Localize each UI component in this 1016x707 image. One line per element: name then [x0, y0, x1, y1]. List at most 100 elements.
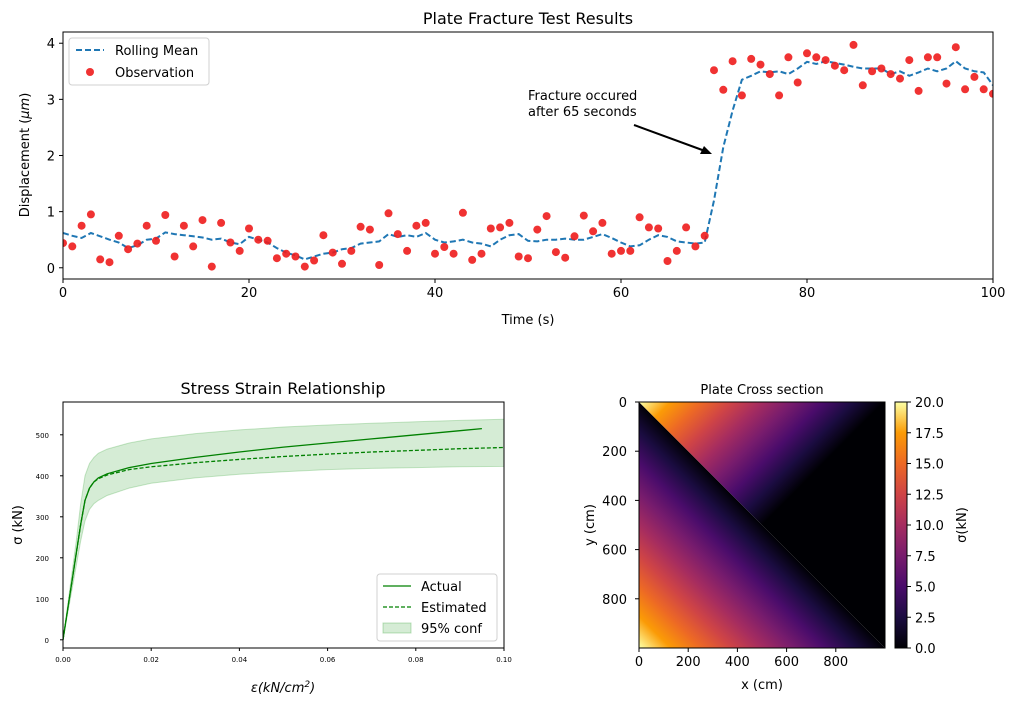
- observation-point: [152, 236, 160, 245]
- observation-point: [877, 64, 886, 73]
- observation-point: [635, 213, 644, 222]
- observation-point: [663, 257, 672, 265]
- observation-point: [691, 242, 700, 251]
- x-tick-label: 400: [725, 655, 750, 670]
- observation-point: [114, 231, 123, 240]
- colorbar-tick-label: 0.0: [915, 642, 936, 657]
- y-tick-label: 500: [36, 432, 49, 440]
- observation-point: [505, 218, 514, 227]
- x-tick-label: 800: [823, 655, 848, 670]
- observation-point: [170, 252, 179, 261]
- observation-point: [551, 248, 560, 257]
- x-axis-ticks: 0.00 0.02 0.04 0.06 0.08 0.10: [55, 648, 512, 664]
- observation-point: [161, 211, 170, 219]
- observation-point: [384, 209, 393, 218]
- observation-point: [496, 223, 505, 232]
- plot-area: [63, 418, 504, 640]
- observation-point: [970, 72, 979, 81]
- cross-section-heatmap: Plate Cross section 0 200 400 600 800 0 200 40…: [583, 383, 970, 693]
- observation-point: [840, 66, 849, 75]
- observation-point: [989, 89, 993, 98]
- observation-point: [245, 224, 253, 233]
- x-tick-label: 60: [613, 286, 630, 301]
- observation-point: [235, 246, 244, 255]
- observation-point: [719, 85, 728, 94]
- observation-point: [217, 218, 226, 227]
- y-tick-label: 100: [36, 596, 49, 604]
- observation-point: [77, 221, 86, 230]
- observation-point: [700, 231, 709, 240]
- chart-title: Plate Fracture Test Results: [423, 9, 633, 28]
- fracture-chart: Plate Fracture Test Results 0 20 40 60 80 100…: [18, 9, 1005, 328]
- observation-point: [961, 85, 970, 94]
- colorbar-tick-label: 20.0: [915, 396, 944, 411]
- observation-point: [412, 221, 421, 230]
- observation-point: [96, 255, 105, 264]
- observation-point: [933, 53, 942, 62]
- observation-point: [682, 223, 691, 232]
- x-axis-label: Time (s): [501, 313, 555, 328]
- chart-title: Stress Strain Relationship: [181, 379, 386, 398]
- observation-point: [226, 238, 235, 247]
- x-tick-label: 80: [799, 286, 816, 301]
- observation-point: [486, 224, 495, 233]
- observation-point: [710, 66, 718, 75]
- colorbar-tick-label: 12.5: [915, 488, 944, 503]
- observation-point: [328, 248, 337, 257]
- legend-obs-swatch: [86, 68, 94, 76]
- observation-point: [458, 208, 467, 217]
- y-axis-label: Displacement (μm): [18, 93, 33, 218]
- observation-point: [524, 254, 532, 263]
- confidence-band: [63, 418, 504, 640]
- observation-point: [979, 85, 988, 94]
- y-axis-label: y (cm): [583, 504, 598, 546]
- observation-point: [468, 255, 477, 264]
- observation-point: [793, 78, 802, 87]
- observation-point: [393, 230, 402, 239]
- x-tick-label: 0.10: [496, 656, 512, 664]
- x-tick-label: 200: [676, 655, 701, 670]
- observation-point: [803, 49, 811, 58]
- colorbar-label: σ(kN): [955, 507, 970, 543]
- observation-point: [514, 252, 523, 261]
- colorbar-tick-label: 7.5: [915, 550, 936, 565]
- observation-point: [347, 246, 356, 255]
- observation-point: [868, 67, 877, 76]
- observation-point: [849, 40, 858, 49]
- observation-point: [570, 232, 579, 241]
- observation-point: [124, 245, 133, 254]
- observation-point: [589, 227, 598, 236]
- y-axis-ticks: 0 100 200 300 400 500: [36, 432, 63, 645]
- observation-point: [449, 249, 458, 258]
- x-tick-label: 600: [774, 655, 799, 670]
- x-tick-label: 0.02: [143, 656, 159, 664]
- legend-obs-label: Observation: [115, 66, 194, 81]
- y-tick-label: 400: [602, 494, 627, 509]
- observation-point: [142, 221, 151, 230]
- observation-point: [812, 53, 821, 62]
- y-tick-label: 4: [47, 37, 55, 52]
- colorbar-gradient: [894, 401, 908, 649]
- observation-point: [607, 249, 616, 258]
- observation-point: [728, 57, 737, 66]
- observation-point: [105, 258, 114, 267]
- legend-estimated-label: Estimated: [421, 601, 487, 616]
- observation-point: [68, 242, 77, 251]
- observation-point: [914, 86, 923, 95]
- legend: Rolling Mean Observation: [68, 37, 210, 86]
- y-axis-ticks: 0 1 2 3 4: [47, 37, 63, 277]
- observation-point: [189, 242, 198, 251]
- observation-point: [765, 70, 774, 79]
- observation-point: [431, 249, 439, 258]
- legend-conf-label: 95% conf: [421, 622, 482, 637]
- y-tick-label: 200: [36, 555, 49, 563]
- estimated-line: [63, 446, 504, 640]
- observation-point: [338, 259, 346, 268]
- y-tick-label: 600: [602, 544, 627, 559]
- x-tick-label: 0.00: [55, 656, 71, 664]
- observation-point: [617, 246, 625, 255]
- y-tick-label: 0: [619, 396, 627, 411]
- annotation-arrowhead: [700, 146, 712, 154]
- observation-point: [747, 54, 756, 63]
